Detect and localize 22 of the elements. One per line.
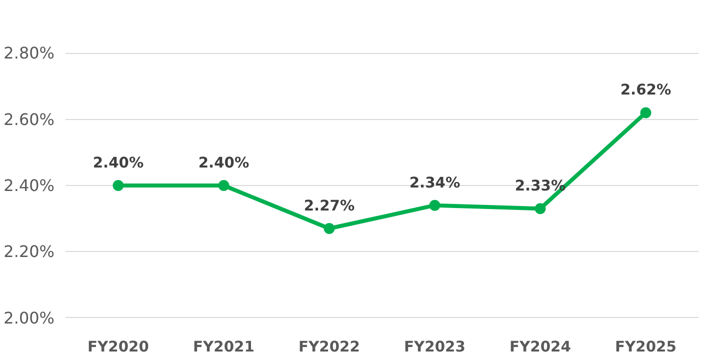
point <box>534 203 546 214</box>
x-tick-label: FY2023 <box>404 338 466 356</box>
data-label: 2.34% <box>409 174 460 192</box>
x-tick-label: FY2021 <box>193 338 254 356</box>
data-label: 2.27% <box>304 198 355 215</box>
point <box>640 107 652 118</box>
point <box>218 180 230 191</box>
y-tick-label: 2.80% <box>4 44 54 63</box>
point <box>324 223 335 234</box>
y-tick-label: 2.00% <box>4 308 54 328</box>
data-label: 2.40% <box>198 154 250 172</box>
data-label: 2.62% <box>620 82 672 99</box>
x-tick-label: FY2020 <box>88 338 149 356</box>
data-label: 2.40% <box>92 154 144 172</box>
point <box>429 200 440 211</box>
y-tick-label: 2.20% <box>4 242 54 262</box>
y-tick-label: 2.40% <box>4 176 54 195</box>
x-tick-label: FY2024 <box>510 338 571 356</box>
x-tick-label: FY2025 <box>615 338 676 356</box>
x-tick-label: FY2022 <box>298 338 360 356</box>
point <box>112 180 124 191</box>
y-tick-label: 2.60% <box>4 110 54 129</box>
